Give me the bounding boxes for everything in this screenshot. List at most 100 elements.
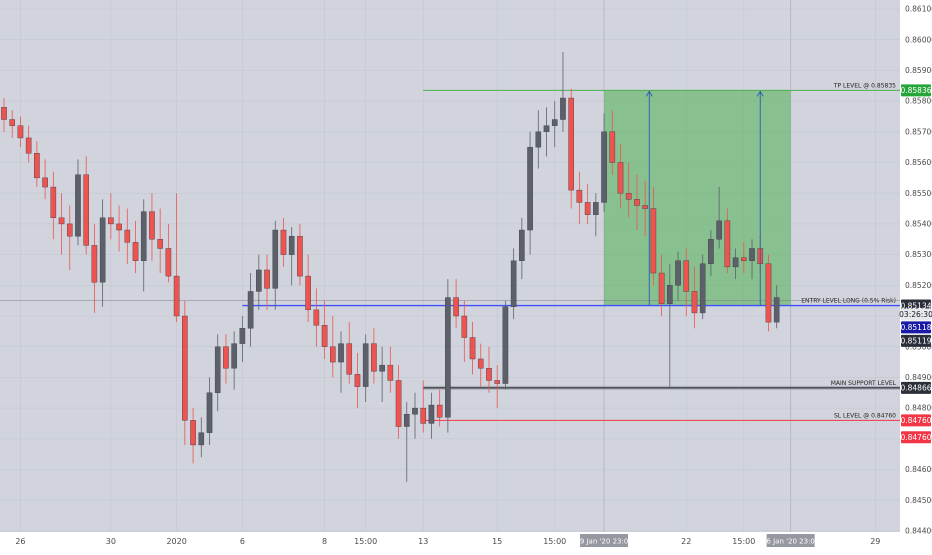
entry-level-label: ENTRY LEVEL LONG (0.5% Risk) — [801, 298, 896, 305]
candle-body — [99, 217, 106, 283]
tp-price-tag-text: 0.85836 — [900, 86, 931, 95]
candle-body — [510, 260, 517, 307]
candle-body — [214, 346, 221, 393]
candle-body — [108, 217, 114, 225]
candle-body — [116, 223, 122, 231]
candle-body — [445, 297, 451, 418]
candle-body — [75, 174, 81, 237]
candle-body — [182, 315, 188, 421]
position-zones[interactable] — [604, 90, 791, 306]
candle-body — [272, 229, 279, 289]
tp-price-tag — [901, 84, 931, 97]
extra-price-tag-3 — [901, 431, 931, 444]
time-axis-panel[interactable] — [0, 532, 932, 550]
candle-body — [223, 346, 229, 369]
candle-body — [157, 239, 163, 249]
candle-body — [379, 364, 385, 372]
candle-body — [395, 380, 402, 427]
target-arrow-head — [756, 90, 764, 97]
x-tick-label: 15:00 — [543, 537, 566, 546]
candle-body — [34, 153, 40, 179]
extra-price-tag-1 — [901, 321, 931, 334]
candle-body — [453, 297, 459, 317]
take-profit-zone[interactable] — [604, 90, 791, 306]
candle-body — [724, 220, 731, 268]
candle-body — [658, 272, 665, 304]
candle-body — [371, 343, 377, 372]
candle-body — [593, 202, 599, 215]
candle-body — [149, 211, 155, 240]
candle-body — [313, 309, 320, 326]
extra-price-tag-1-text: 0.85118 — [900, 323, 931, 332]
x-highlight-box — [580, 534, 629, 547]
x-tick-label: 29 — [870, 537, 880, 546]
candle-body — [469, 337, 476, 360]
candle-body — [330, 346, 336, 363]
candle-body — [264, 269, 270, 289]
candle-body — [568, 97, 574, 191]
candle-body — [699, 263, 706, 314]
target-arrow-head — [645, 90, 653, 97]
candle-body — [716, 220, 722, 240]
candle-body — [527, 146, 533, 231]
candle-body — [354, 374, 361, 387]
candle-body — [206, 392, 213, 433]
candle-body — [773, 297, 780, 323]
candle-body — [165, 248, 172, 277]
candle-body — [58, 217, 65, 225]
candle-body — [173, 275, 180, 317]
candle-body — [412, 407, 418, 415]
candle-body — [247, 291, 254, 329]
candle-body — [83, 174, 89, 246]
y-tick-label: 0.84400 — [905, 527, 932, 536]
support-price-tag — [901, 381, 931, 394]
extra-price-tag-0-text: 03:26:30 — [899, 310, 932, 319]
sl-price-tag — [901, 414, 931, 427]
support-level-label: MAIN SUPPORT LEVEL — [831, 380, 897, 387]
candle-body — [297, 235, 303, 277]
candle-body — [617, 162, 624, 194]
candle-body — [708, 239, 714, 265]
x-highlight-box — [766, 534, 815, 547]
candle-body — [634, 199, 640, 206]
candle-body — [280, 229, 287, 255]
time-axis: 26 30 2020 6 8 15:00 13 15 15:00 22 15:00 29 19 Jan … — [15, 534, 880, 547]
candle-body — [50, 186, 57, 218]
x-tick-label: 22 — [681, 537, 691, 546]
target-arrows — [645, 90, 764, 306]
candle-body — [584, 202, 591, 215]
candle-body — [140, 211, 147, 261]
x-highlight-label: 26 Jan '20 23:00 — [762, 538, 819, 546]
candle-body — [436, 404, 443, 418]
candle-body — [305, 275, 311, 311]
candle-body — [675, 260, 681, 286]
x-tick-label: 15:00 — [732, 537, 755, 546]
candle-body — [749, 248, 755, 261]
candle-body — [231, 343, 237, 369]
candle-body — [765, 263, 772, 323]
candle-body — [256, 269, 262, 292]
candle-body — [387, 364, 394, 381]
candle-body — [477, 358, 484, 369]
candle-body — [346, 343, 353, 375]
candle-body — [650, 208, 657, 274]
x-tick-label: 6 — [240, 537, 245, 546]
support-price-tag-text: 0.84866 — [900, 384, 931, 393]
candle-body — [403, 414, 410, 427]
candle-body — [321, 325, 328, 347]
candle-body — [519, 229, 525, 261]
candle-body — [502, 306, 509, 384]
entry-price-tag-text: 0.85134 — [900, 301, 931, 310]
candle-body — [691, 291, 698, 314]
x-tick-label: 26 — [15, 537, 25, 546]
